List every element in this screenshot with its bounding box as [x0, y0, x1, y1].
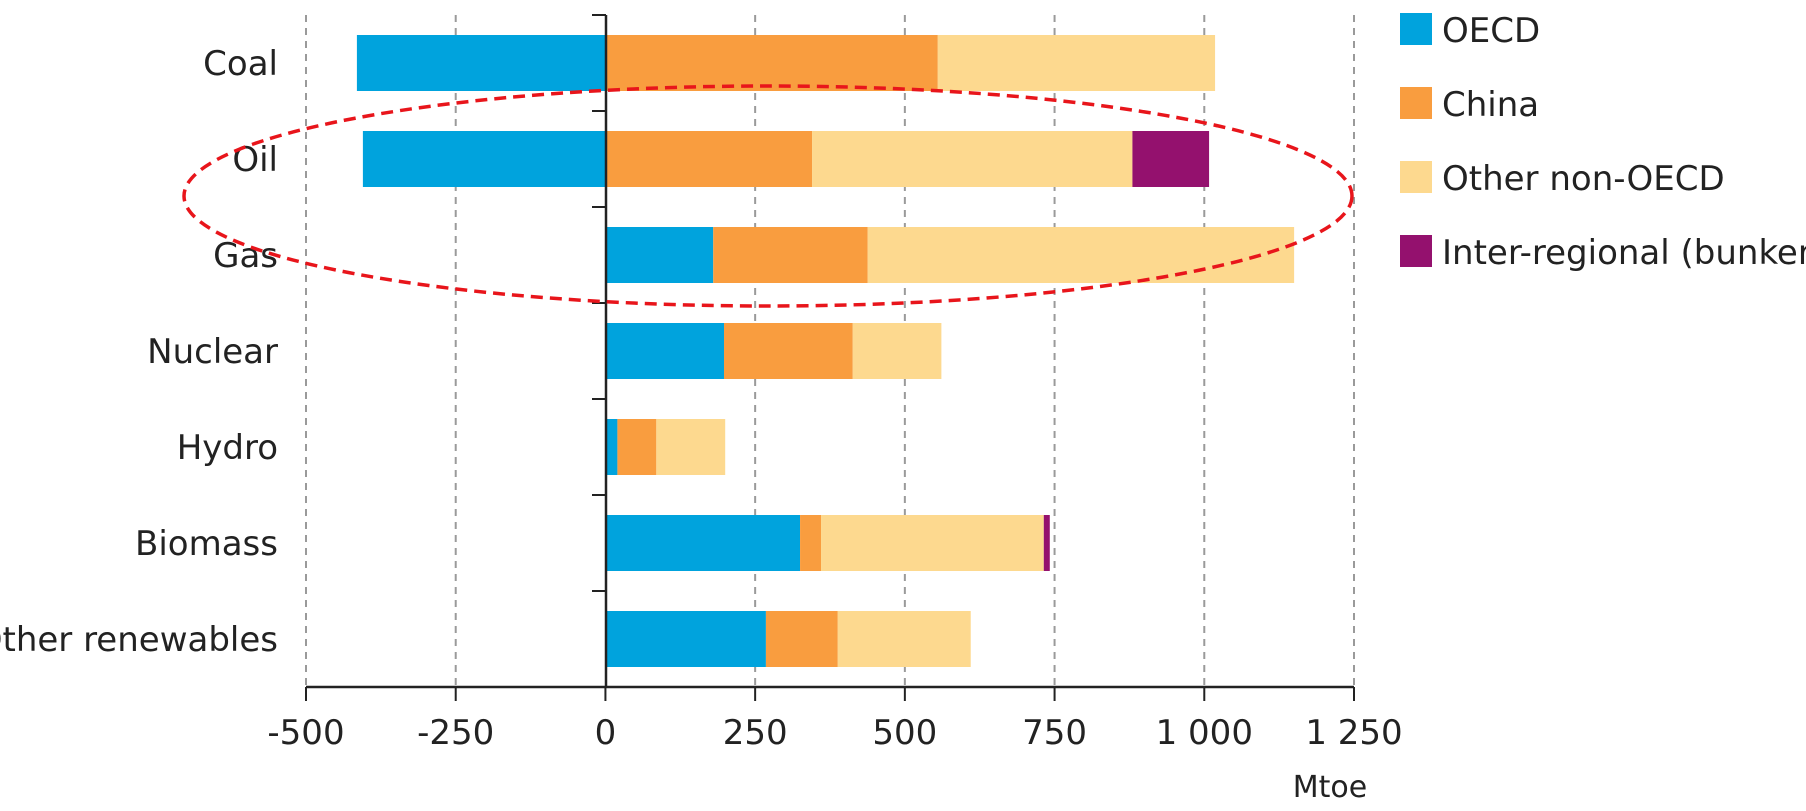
- bars: [356, 35, 1295, 667]
- highlight-ellipse: [182, 84, 1354, 308]
- legend: OECD China Other non-OECD Inter-regional (b…: [1400, 11, 1806, 273]
- bar-segment: [837, 611, 971, 667]
- x-tick-label: -500: [267, 713, 344, 753]
- legend-label: OECD: [1442, 11, 1540, 51]
- bar-segment: [1132, 131, 1210, 187]
- bar-segment: [765, 611, 838, 667]
- category-label: Gas: [213, 236, 278, 276]
- bar-segment: [713, 227, 868, 283]
- x-tick-label: 500: [872, 713, 937, 753]
- x-tick-label: 0: [595, 713, 617, 753]
- bar-segment: [617, 419, 657, 475]
- bar-segment: [1043, 515, 1050, 571]
- bar-segment: [605, 515, 801, 571]
- bar-segment: [605, 323, 725, 379]
- bar-segment: [605, 419, 618, 475]
- axes: [305, 14, 1355, 701]
- bar-segment: [605, 131, 813, 187]
- legend-swatch: [1400, 235, 1432, 267]
- x-tick-label: 1 000: [1156, 713, 1253, 753]
- category-label: Oil: [232, 140, 278, 180]
- bar-segment: [605, 611, 766, 667]
- x-tick-label: 750: [1022, 713, 1087, 753]
- gridlines: [305, 15, 1355, 687]
- bar-segment: [821, 515, 1044, 571]
- category-label: Other renewables: [0, 620, 278, 660]
- legend-label: Inter-regional (bunkers): [1442, 233, 1806, 273]
- legend-swatch: [1400, 13, 1432, 45]
- category-label: Nuclear: [147, 332, 278, 372]
- x-tick-label: -250: [417, 713, 494, 753]
- bar-segment: [656, 419, 726, 475]
- x-axis-unit-label: Mtoe: [1293, 770, 1367, 805]
- bar-segment: [800, 515, 822, 571]
- legend-swatch: [1400, 87, 1432, 119]
- category-labels: Coal Oil Gas Nuclear Hydro Biomass Other renew…: [0, 44, 278, 660]
- bar-segment: [812, 131, 1133, 187]
- tick-labels: -500 -250 0 250 500 750 1 000 1 250: [267, 713, 1402, 753]
- bar-segment: [605, 227, 714, 283]
- legend-label: China: [1442, 85, 1539, 125]
- x-tick-label: 250: [723, 713, 788, 753]
- legend-label: Other non-OECD: [1442, 159, 1725, 199]
- legend-swatch: [1400, 161, 1432, 193]
- bar-segment: [724, 323, 853, 379]
- x-tick-label: 1 250: [1305, 713, 1402, 753]
- category-label: Biomass: [135, 524, 278, 564]
- category-label: Coal: [203, 44, 278, 84]
- category-label: Hydro: [177, 428, 278, 468]
- bar-segment: [852, 323, 942, 379]
- bar-segment: [605, 35, 938, 91]
- bar-segment: [937, 35, 1216, 91]
- bar-segment: [362, 131, 606, 187]
- bar-segment: [867, 227, 1295, 283]
- bar-segment: [356, 35, 606, 91]
